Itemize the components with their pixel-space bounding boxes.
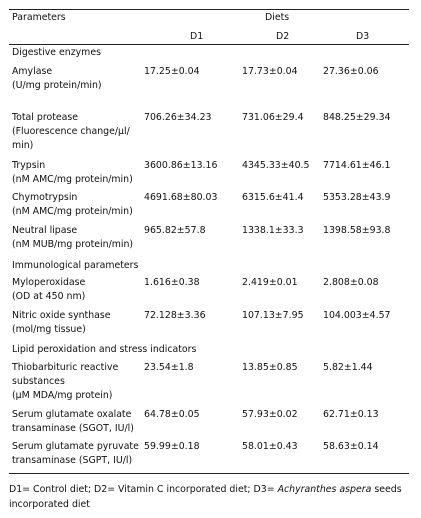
cell-chymotrypsin-d2: 6315.6±41.4 [242,192,304,203]
cell-sgot-d1: 64.78±0.05 [144,409,200,420]
cell-sgot-d2: 57.93±0.02 [242,409,298,420]
bottom-rule [9,473,409,474]
section-digestive: Digestive enzymes [12,47,101,58]
cell-trypsin-d2: 4345.33±40.5 [242,160,310,171]
cell-total-protease-d3: 848.25±29.34 [323,112,391,123]
row-label-sgpt: Serum glutamate pyruvate transaminase (S… [12,441,139,467]
cell-sgpt-d1: 59.99±0.18 [144,441,200,452]
top-rule [9,9,409,10]
footnote-text-1: D1= Control diet; D2= Vitamin C incorpor… [9,484,278,495]
cell-myloperoxidase-d1: 1.616±0.38 [144,277,200,288]
cell-thiobarbituric-d2: 13.85±0.85 [242,362,298,373]
row-label-total-protease: Total protease (Fluorescence change/µl/ … [12,112,130,152]
row-label-thiobarbituric: Thiobarbituric reactive substances (µM M… [12,362,119,402]
row-label-myloperoxidase: Myloperoxidase (OD at 450 nm) [12,277,86,303]
cell-nitric-oxide-synthase-d2: 107.13±7.95 [242,310,304,321]
cell-trypsin-d3: 7714.61±46.1 [323,160,391,171]
cell-chymotrypsin-d3: 5353.28±43.9 [323,192,391,203]
cell-neutral-lipase-d3: 1398.58±93.8 [323,225,391,236]
cell-sgpt-d3: 58.63±0.14 [323,441,379,452]
cell-myloperoxidase-d2: 2.419±0.01 [242,277,298,288]
row-label-nitric-oxide-synthase: Nitric oxide synthase (mol/mg tissue) [12,310,111,336]
cell-total-protease-d2: 731.06±29.4 [242,112,304,123]
header-diets: Diets [265,12,290,23]
table-footnote: D1= Control diet; D2= Vitamin C incorpor… [9,482,409,512]
cell-amylase-d1: 17.25±0.04 [144,66,200,77]
cell-amylase-d3: 27.36±0.06 [323,66,379,77]
cell-amylase-d2: 17.73±0.04 [242,66,298,77]
section-lipid-peroxidation: Lipid peroxidation and stress indicators [12,344,197,355]
row-label-sgot: Serum glutamate oxalate transaminase (SG… [12,409,134,435]
header-d1: D1 [190,31,204,42]
footnote-text-2: seeds incorporated diet [9,484,402,510]
row-label-amylase: Amylase (U/mg protein/min) [12,66,102,92]
footnote-species: Achyranthes aspera [277,484,372,495]
cell-total-protease-d1: 706.26±34.23 [144,112,212,123]
header-rule [9,44,409,45]
cell-thiobarbituric-d1: 23.54±1.8 [144,362,194,373]
cell-chymotrypsin-d1: 4691.68±80.03 [144,192,218,203]
header-parameters: Parameters [12,12,66,23]
cell-thiobarbituric-d3: 5.82±1.44 [323,362,373,373]
row-label-chymotrypsin: Chymotrypsin (nM AMC/mg protein/min) [12,192,133,218]
cell-myloperoxidase-d3: 2.808±0.08 [323,277,379,288]
row-label-neutral-lipase: Neutral lipase (nM MUB/mg protein/min) [12,225,134,251]
cell-nitric-oxide-synthase-d3: 104.003±4.57 [323,310,391,321]
cell-sgot-d3: 62.71±0.13 [323,409,379,420]
section-immunological: Immunological parameters [12,260,139,271]
cell-sgpt-d2: 58.01±0.43 [242,441,298,452]
header-d3: D3 [356,31,370,42]
cell-trypsin-d1: 3600.86±13.16 [144,160,218,171]
cell-neutral-lipase-d2: 1338.1±33.3 [242,225,304,236]
row-label-trypsin: Trypsin (nM AMC/mg protein/min) [12,160,133,186]
cell-nitric-oxide-synthase-d1: 72.128±3.36 [144,310,206,321]
cell-neutral-lipase-d1: 965.82±57.8 [144,225,206,236]
header-d2: D2 [276,31,290,42]
